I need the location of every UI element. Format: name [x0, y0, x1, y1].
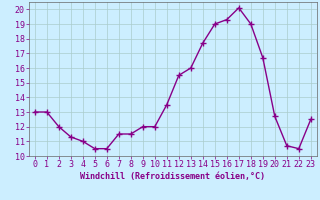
X-axis label: Windchill (Refroidissement éolien,°C): Windchill (Refroidissement éolien,°C)	[80, 172, 265, 181]
